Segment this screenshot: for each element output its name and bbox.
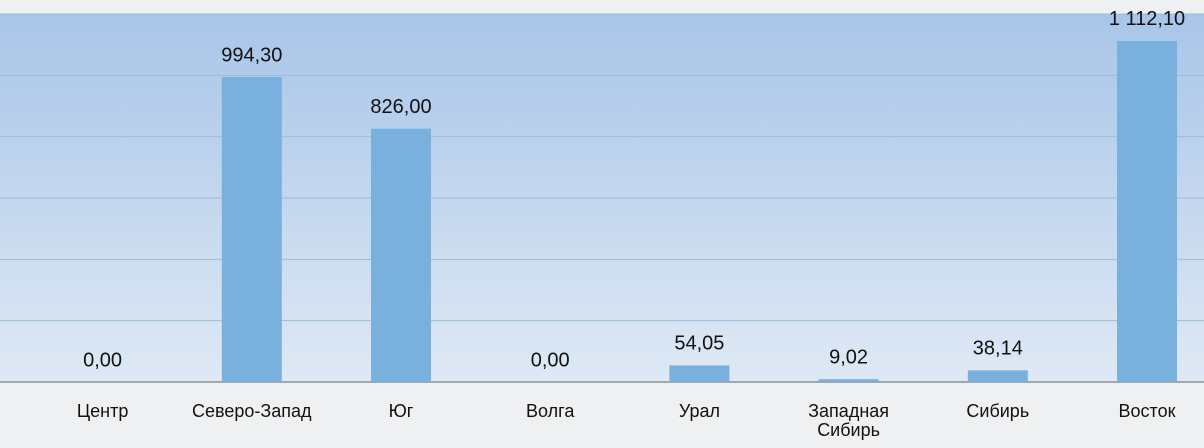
value-label: 994,30 [221,44,282,66]
x-tick-label: Сибирь [966,401,1030,421]
bar [818,379,879,382]
x-tick-label: Юг [388,401,414,421]
bar [371,128,431,382]
value-label: 9,02 [829,347,868,369]
x-tick-label: Восток [1118,401,1176,421]
bar [221,77,282,383]
x-tick-label: Западная Сибирь [808,401,890,440]
value-label: 0,00 [531,349,570,371]
x-tick-label: Северо-Запад [192,401,312,421]
value-label: 0,00 [83,349,122,371]
x-tick-label: Волга [526,401,575,421]
bar [967,370,1028,382]
value-label: 1 112,10 [1109,8,1185,30]
value-label: 54,05 [674,333,724,355]
value-label: 38,14 [973,338,1023,360]
value-label: 826,00 [370,96,431,118]
bar [669,365,730,382]
bar [1117,40,1177,383]
x-tick-label: Урал [678,401,720,421]
x-tick-label: Центр [76,401,129,421]
